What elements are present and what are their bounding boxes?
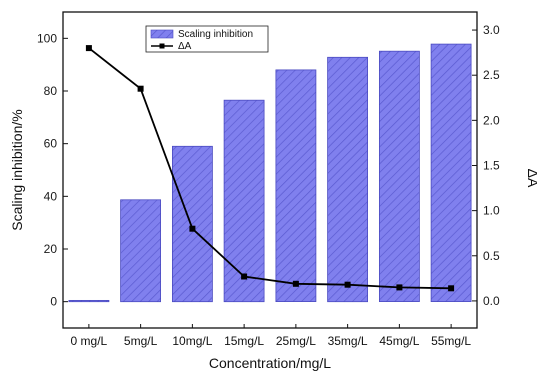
- x-axis-title: Concentration/mg/L: [209, 355, 331, 371]
- bar: [68, 299, 110, 303]
- right-tick-label: 1.0: [483, 204, 500, 218]
- bar-series: [68, 43, 472, 303]
- legend: Scaling inhibition ΔA: [145, 25, 269, 53]
- bar: [327, 56, 369, 303]
- delta-a-point: [85, 45, 92, 52]
- left-axis-title: Scaling inhibition/%: [9, 109, 25, 230]
- right-tick-label: 1.5: [483, 158, 500, 172]
- right-axis: 0.0 0.5 1.0 1.5 2.0 2.5 3.0: [472, 23, 500, 308]
- legend-swatch-scaling-inhibition: [150, 29, 174, 39]
- legend-label-scaling-inhibition: Scaling inhibition: [178, 29, 253, 40]
- delta-a-line: [88, 47, 452, 290]
- legend-marker-delta-a: [159, 43, 165, 49]
- left-tick-label: 0: [50, 295, 57, 309]
- x-tick-label: 55mg/L: [431, 334, 471, 348]
- left-tick-label: 100: [37, 31, 57, 45]
- delta-a-point: [137, 85, 144, 92]
- left-tick-label: 60: [44, 137, 58, 151]
- bar: [223, 99, 265, 303]
- delta-a-point: [344, 281, 351, 288]
- plot-frame: [62, 11, 478, 329]
- bar: [120, 199, 161, 303]
- bar: [378, 50, 420, 302]
- bar: [430, 43, 472, 302]
- x-tick-label: 15mg/L: [224, 334, 264, 348]
- delta-a-point: [241, 273, 248, 280]
- x-tick-label: 25mg/L: [276, 334, 316, 348]
- right-tick-label: 0.0: [483, 294, 500, 308]
- delta-a-point: [448, 285, 455, 292]
- x-tick-label: 5mg/L: [124, 334, 158, 348]
- legend-label-delta-a: ΔA: [178, 41, 192, 52]
- left-tick-label: 40: [44, 189, 58, 203]
- delta-a-point: [189, 225, 196, 232]
- right-tick-label: 3.0: [483, 23, 500, 37]
- right-tick-label: 2.5: [483, 68, 500, 82]
- x-axis-labels: 0 mg/L 5mg/L 10mg/L 15mg/L 25mg/L 35mg/L 45mg/…: [71, 324, 471, 348]
- delta-a-point: [292, 280, 299, 287]
- right-tick-label: 0.5: [483, 249, 500, 263]
- left-tick-label: 80: [44, 84, 58, 98]
- x-tick-label: 0 mg/L: [71, 334, 108, 348]
- line-series: [85, 45, 455, 292]
- x-tick-label: 45mg/L: [379, 334, 419, 348]
- x-tick-label: 35mg/L: [328, 334, 368, 348]
- bar: [171, 145, 213, 303]
- right-axis-title: ΔA: [525, 169, 537, 188]
- bar: [275, 69, 317, 302]
- x-tick-label: 10mg/L: [172, 334, 212, 348]
- delta-a-point: [396, 284, 403, 291]
- right-tick-label: 2.0: [483, 113, 500, 127]
- left-tick-label: 20: [44, 242, 58, 256]
- left-axis: 0 20 40 60 80 100: [37, 31, 68, 309]
